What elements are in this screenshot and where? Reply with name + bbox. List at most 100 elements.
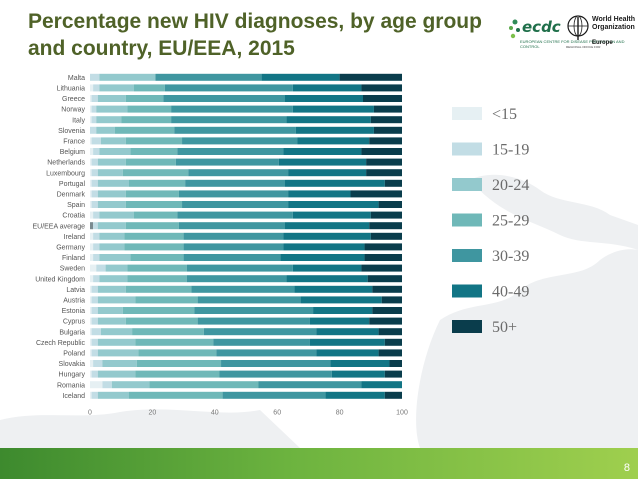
bar-segment — [91, 179, 98, 187]
bar-segment — [286, 116, 371, 124]
bar-segment — [125, 137, 183, 145]
bar-segment — [372, 307, 402, 314]
bar-segment — [350, 190, 402, 198]
bar-segment — [177, 148, 284, 155]
bar-segment — [133, 211, 178, 219]
category-label: Germany — [56, 245, 85, 252]
category-labels: Malta Lithuania Greece Norway Italy Slovenia F… — [32, 75, 85, 400]
bar-segment — [124, 232, 184, 240]
bar-segment — [114, 126, 175, 134]
bar-segment — [366, 169, 402, 177]
bar-segment — [97, 307, 123, 314]
bar-segment — [261, 73, 340, 81]
bar-segment — [171, 116, 287, 124]
bar-segment — [93, 148, 100, 155]
bar-segment — [99, 84, 134, 92]
bar-segment — [130, 254, 184, 261]
bar-segment — [90, 360, 94, 367]
bar-segment — [102, 381, 112, 389]
bar-segment — [91, 190, 98, 198]
ecdc-logo-text: ecdc — [522, 18, 561, 36]
legend-label: 15-19 — [492, 142, 529, 159]
x-tick-label: 20 — [149, 410, 157, 417]
bar-segment — [384, 391, 402, 399]
bar-segment — [90, 158, 92, 166]
category-label: Croatia — [62, 213, 85, 220]
bar-segment — [203, 328, 317, 336]
bar-segment — [97, 317, 126, 325]
bar-segment — [197, 317, 310, 325]
bar-segment — [129, 179, 186, 187]
category-label: Malta — [68, 75, 85, 82]
bar-segment — [135, 296, 198, 304]
legend-swatch — [452, 142, 482, 156]
bar-segment — [90, 84, 94, 92]
bar-segment — [292, 211, 371, 219]
bar-segment — [197, 296, 301, 304]
bar-segment — [297, 137, 370, 145]
bar-segment — [91, 349, 98, 357]
bar-segment — [125, 285, 192, 293]
bar-segment — [91, 285, 98, 293]
bar-segment — [125, 190, 179, 198]
bar-segment — [97, 95, 126, 102]
bar-segment — [91, 95, 98, 102]
legend-swatch — [452, 320, 482, 333]
bar-segment — [90, 254, 94, 261]
bar-segment — [288, 169, 367, 177]
bar-segment — [90, 296, 92, 304]
bar-segment — [97, 338, 136, 346]
category-label: Portugal — [59, 181, 86, 188]
bar-segment — [90, 243, 94, 251]
bar-segment — [330, 360, 390, 367]
bar-segment — [127, 275, 187, 283]
legend-swatch — [452, 249, 482, 262]
bar-segment — [288, 201, 379, 208]
bar-segment — [93, 360, 103, 367]
bar-segment — [90, 95, 92, 102]
bar-segment — [99, 275, 128, 283]
bar-segment — [91, 338, 98, 346]
bar-segment — [90, 232, 94, 240]
bar-segment — [91, 307, 98, 314]
bar-segment — [99, 73, 156, 81]
who-office-text: REGIONAL OFFICE FOR — [566, 45, 601, 49]
bar-segment — [102, 360, 137, 367]
bar-segment — [91, 317, 98, 325]
bar-segment — [91, 296, 98, 304]
bar-segment — [361, 381, 402, 389]
bar-segment — [125, 317, 198, 325]
bar-segment — [90, 179, 92, 187]
bar-segment — [136, 360, 222, 367]
legend-label: 40-49 — [492, 284, 529, 301]
bar-segment — [285, 179, 385, 187]
legend-label: <15 — [492, 106, 517, 123]
bar-segment — [90, 328, 92, 336]
legend-label: 20-24 — [492, 177, 529, 194]
bar-segment — [90, 201, 92, 208]
bar-segment — [105, 264, 128, 272]
bar-segment — [283, 148, 362, 155]
bar-segment — [90, 116, 92, 124]
bar-segment — [369, 222, 402, 230]
bar-segment — [135, 338, 214, 346]
bar-segment — [285, 222, 370, 230]
category-label: Latvia — [66, 287, 85, 294]
bar-segment — [97, 370, 136, 378]
bar-segment — [90, 275, 94, 283]
bar-segment — [384, 370, 402, 378]
bar-segment — [309, 338, 385, 346]
bar-segment — [91, 328, 101, 336]
bar-segment — [91, 201, 98, 208]
legend-label: 25-29 — [492, 213, 529, 230]
bar-segment — [122, 169, 189, 177]
bar-segment — [381, 296, 402, 304]
bar-segment — [127, 105, 172, 113]
bar-segment — [90, 73, 100, 81]
bar-segment — [369, 137, 402, 145]
x-tick-label: 80 — [336, 410, 344, 417]
average-marker — [90, 222, 93, 230]
bar-segment — [163, 95, 285, 102]
bar-segment — [91, 222, 98, 230]
who-region-text: Europe — [592, 40, 613, 46]
